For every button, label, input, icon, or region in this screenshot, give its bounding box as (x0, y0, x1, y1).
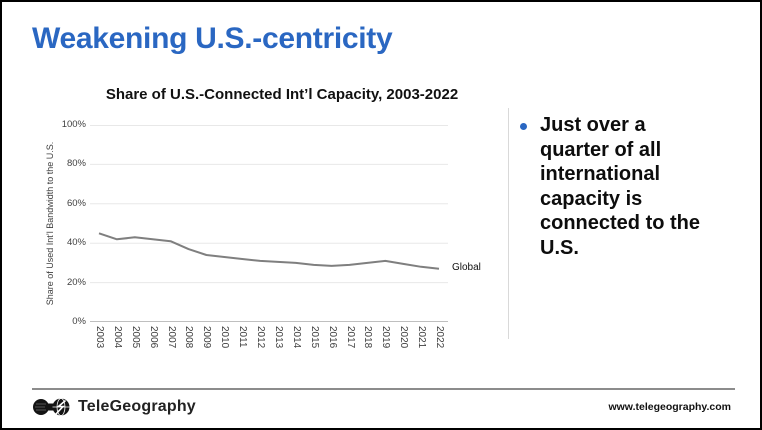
x-tick-label: 2013 (272, 326, 284, 349)
bullet-dot-icon (520, 123, 527, 130)
x-tick-label: 2020 (398, 326, 410, 349)
y-axis-title: Share of Used Int’l Bandwidth to the U.S… (45, 141, 55, 306)
x-tick-label: 2019 (380, 326, 392, 349)
y-tick-label: 40% (66, 237, 86, 249)
x-tick-label: 2012 (255, 326, 267, 349)
footer-rule (32, 388, 735, 390)
y-tick-label: 60% (66, 197, 86, 209)
telegeography-phone-globe-icon (33, 398, 70, 416)
x-tick-label: 2009 (201, 326, 213, 349)
x-tick-label: 2018 (362, 326, 374, 349)
x-tick-label: 2016 (326, 326, 338, 349)
bullet-section: Just over a quarter of all international… (514, 113, 749, 260)
bullet-item: Just over a quarter of all international… (514, 113, 749, 260)
chart-title: Share of U.S.-Connected Int’l Capacity, … (105, 86, 459, 103)
y-tick-label: 0% (72, 316, 86, 327)
x-tick-label: 2022 (434, 326, 445, 349)
x-tick-label: 2011 (237, 326, 249, 348)
vertical-divider (508, 108, 509, 339)
x-tick-label: 2003 (94, 326, 105, 349)
logo-text: TeleGeography (78, 398, 196, 415)
series-label-global: Global (452, 262, 481, 273)
y-tick-label: 80% (66, 158, 86, 170)
x-tick-label: 2010 (219, 326, 231, 349)
footer-website: www.telegeography.com (608, 401, 731, 413)
x-tick-label: 2006 (147, 326, 159, 349)
page-title: Weakening U.S.-centricity (32, 22, 393, 55)
x-tick-label: 2021 (416, 326, 428, 349)
line-chart-svg (90, 125, 448, 322)
y-tick-label: 20% (66, 276, 86, 288)
x-tick-label: 2017 (344, 326, 356, 349)
global-series-line (98, 232, 440, 270)
line-chart: Share of U.S.-Connected Int’l Capacity, … (2, 82, 508, 382)
bullet-text: Just over a quarter of all international… (540, 114, 701, 259)
x-tick-label: 2014 (290, 326, 302, 349)
y-tick-label: 100% (61, 119, 86, 130)
telegeography-logo: TeleGeography (32, 396, 196, 418)
x-tick-label: 2005 (129, 326, 141, 349)
x-tick-label: 2015 (308, 326, 320, 349)
x-tick-label: 2007 (165, 326, 177, 349)
x-tick-label: 2008 (183, 326, 195, 349)
chart-plot-area (90, 125, 448, 322)
x-tick-label: 2004 (111, 326, 123, 349)
